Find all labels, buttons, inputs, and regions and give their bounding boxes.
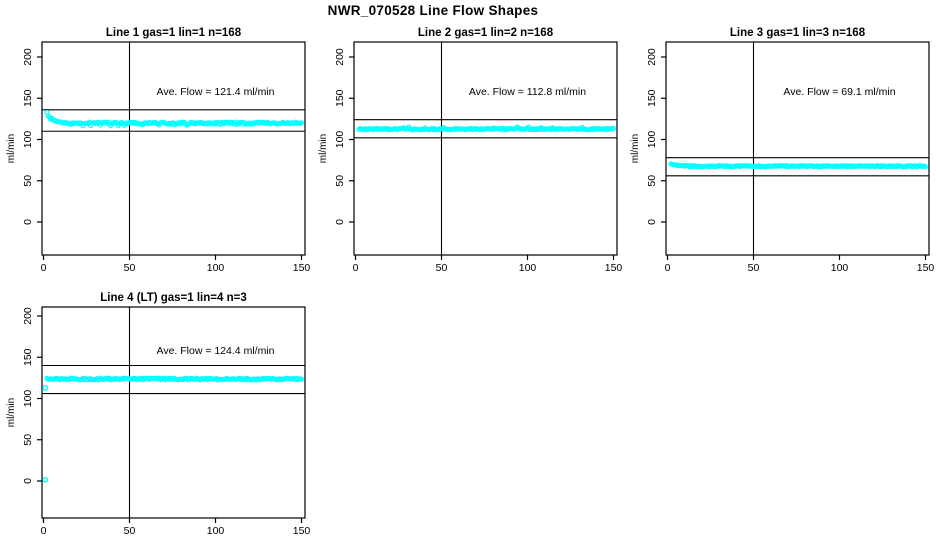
data-point — [108, 123, 114, 129]
y-tick-label: 200 — [334, 48, 346, 66]
x-tick-label: 150 — [917, 262, 935, 274]
y-tick-label: 150 — [334, 89, 346, 107]
data-point — [922, 164, 928, 170]
x-tick-label: 150 — [293, 525, 311, 537]
y-tick-label: 0 — [334, 219, 346, 225]
x-tick-label: 0 — [665, 262, 671, 274]
plot-box — [41, 41, 306, 256]
panel-title: Line 2 gas=1 lin=2 n=168 — [418, 27, 554, 39]
axes: 0 50 100 150 200 0 50 100 150 ml/min — [630, 48, 934, 274]
y-axis-label: ml/min — [6, 398, 17, 427]
x-tick-label: 150 — [605, 262, 623, 274]
y-tick-label: 100 — [22, 390, 34, 408]
panel-title: Line 3 gas=1 lin=3 n=168 — [730, 27, 866, 39]
outlier-point — [42, 476, 49, 483]
ave-flow-annotation: Ave. Flow = 124.4 ml/min — [157, 345, 275, 357]
y-tick-label: 200 — [22, 48, 34, 66]
y-tick-label: 150 — [646, 89, 658, 107]
x-tick-label: 100 — [519, 262, 537, 274]
x-tick-label: 0 — [41, 525, 47, 537]
plot-box — [665, 41, 930, 256]
y-tick-label: 100 — [646, 131, 658, 149]
data-point — [610, 125, 616, 131]
panel-title: Line 1 gas=1 lin=1 n=168 — [106, 27, 242, 39]
y-tick-label: 50 — [646, 175, 658, 187]
outlier-point — [42, 384, 49, 391]
y-tick-label: 200 — [22, 307, 34, 325]
x-tick-label: 150 — [293, 262, 311, 274]
page-title: NWR_070528 Line Flow Shapes — [327, 3, 539, 18]
y-tick-label: 150 — [22, 348, 34, 366]
y-tick-label: 0 — [22, 478, 34, 484]
x-tick-label: 0 — [41, 262, 47, 274]
y-tick-label: 50 — [334, 175, 346, 187]
ave-flow-annotation: Ave. Flow = 121.4 ml/min — [157, 86, 275, 98]
x-tick-label: 50 — [748, 262, 760, 274]
y-tick-label: 150 — [22, 89, 34, 107]
axes: 0 50 100 150 200 0 50 100 150 ml/min — [6, 48, 310, 274]
panel-line-4: Line 4 (LT) gas=1 lin=4 n=30501001502000… — [6, 292, 310, 537]
y-tick-label: 200 — [646, 48, 658, 66]
data-point — [299, 376, 305, 382]
data-point — [299, 120, 305, 126]
x-tick-label: 100 — [207, 525, 225, 537]
data-series-flow — [356, 124, 616, 133]
x-tick-label: 100 — [207, 262, 225, 274]
x-tick-label: 50 — [124, 262, 136, 274]
data-series-flow — [42, 375, 305, 483]
y-tick-label: 0 — [22, 219, 34, 225]
data-series-flow — [668, 161, 928, 170]
plot-box — [41, 306, 306, 519]
ave-flow-annotation: Ave. Flow = 69.1 ml/min — [783, 86, 895, 98]
y-tick-label: 0 — [646, 219, 658, 225]
plot-box — [353, 41, 618, 256]
x-tick-label: 50 — [124, 525, 136, 537]
x-tick-label: 0 — [353, 262, 359, 274]
axes: 0 50 100 150 200 0 50 100 150 ml/min — [318, 48, 622, 274]
y-axis-label: ml/min — [318, 134, 329, 163]
y-axis-label: ml/min — [6, 134, 17, 163]
x-tick-label: 50 — [436, 262, 448, 274]
panel-line-3: Line 3 gas=1 lin=3 n=168 0 50 100 150 200 0 50 1… — [630, 27, 934, 274]
panel-title: Line 4 (LT) gas=1 lin=4 n=3 — [100, 292, 246, 304]
y-tick-label: 50 — [22, 434, 34, 446]
panel-line-1: Line 1 gas=1 lin=1 n=168 0 50 100 150 200 0 50 1… — [6, 27, 310, 274]
y-tick-label: 100 — [334, 131, 346, 149]
y-tick-label: 100 — [22, 131, 34, 149]
y-tick-label: 50 — [22, 175, 34, 187]
y-axis-label: ml/min — [630, 134, 641, 163]
x-tick-label: 100 — [831, 262, 849, 274]
axes: 0 50 100 150 200 0 50 100 150 ml/min — [6, 307, 310, 537]
data-series-flow — [44, 109, 305, 129]
ave-flow-annotation: Ave. Flow = 112.8 ml/min — [469, 86, 586, 98]
panel-line-2: Line 2 gas=1 lin=2 n=168 0 50 100 150 200 0 50 1… — [318, 27, 622, 274]
